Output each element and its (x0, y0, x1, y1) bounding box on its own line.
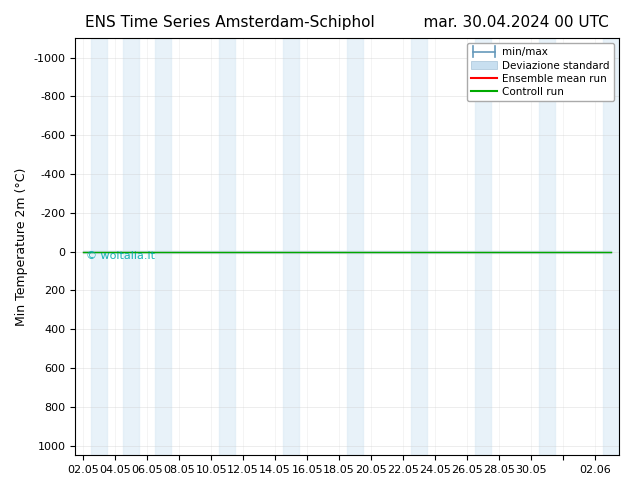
Title: ENS Time Series Amsterdam-Schiphol          mar. 30.04.2024 00 UTC: ENS Time Series Amsterdam-Schiphol mar. … (85, 15, 609, 30)
Bar (603, 38, 619, 455)
Y-axis label: Min Temperature 2m (°C): Min Temperature 2m (°C) (15, 168, 28, 326)
Bar (475, 38, 491, 455)
Bar (91, 38, 107, 455)
Legend: min/max, Deviazione standard, Ensemble mean run, Controll run: min/max, Deviazione standard, Ensemble m… (467, 43, 614, 101)
Bar (347, 38, 363, 455)
Bar (219, 38, 235, 455)
Bar (123, 38, 139, 455)
Bar (539, 38, 555, 455)
Bar (283, 38, 299, 455)
Text: © woitalia.it: © woitalia.it (86, 251, 155, 261)
Bar (411, 38, 427, 455)
Bar (155, 38, 171, 455)
